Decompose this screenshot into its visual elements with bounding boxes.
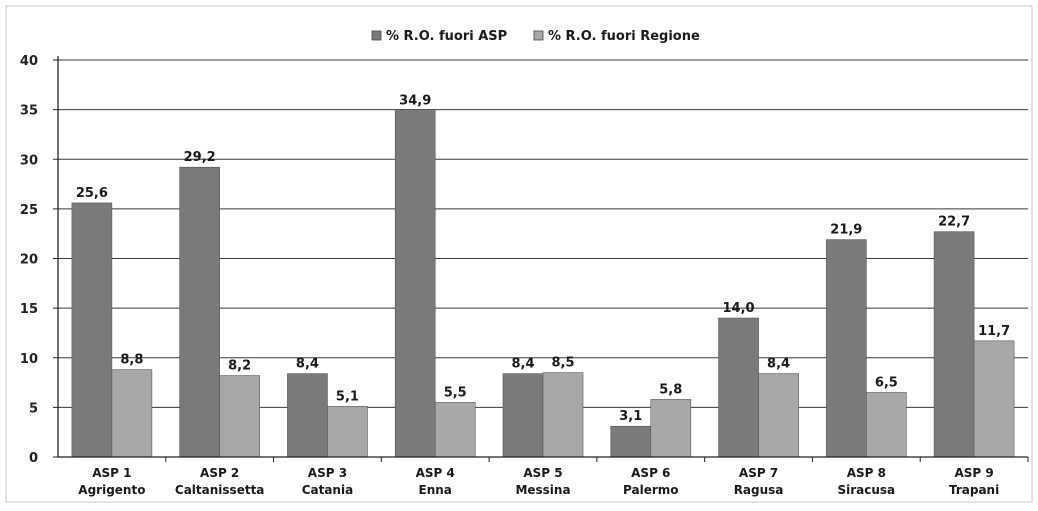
bar-fuori-asp — [826, 239, 867, 458]
x-tick-label: ASP 1 — [92, 466, 131, 480]
bar-fuori-asp — [933, 231, 975, 458]
bar-fuori-regione — [111, 369, 153, 458]
bar-fuori-regione — [434, 402, 476, 458]
data-label: 29,2 — [184, 150, 216, 165]
y-tick-label: 10 — [20, 352, 38, 367]
data-label: 34,9 — [399, 94, 431, 109]
bar-fuori-asp — [502, 373, 544, 458]
data-labels: 25,6 8,8 29,2 8,2 8,4 5,1 34,9 5,5 8,4 8,5 3,1 5,8 1… — [76, 94, 1010, 425]
y-axis: 0 5 10 15 20 25 30 35 40 — [20, 54, 59, 466]
x-tick-label: ASP 4 — [416, 466, 455, 480]
y-tick-label: 35 — [20, 104, 38, 119]
bars — [71, 110, 1015, 458]
y-tick-label: 25 — [20, 203, 38, 218]
x-tick-label: ASP 6 — [631, 466, 670, 480]
bar-fuori-regione — [327, 406, 368, 458]
data-label: 8,4 — [767, 357, 790, 372]
x-tick-label: Agrigento — [78, 483, 145, 497]
legend: % R.O. fuori ASP % R.O. fuori Regione — [371, 29, 700, 44]
data-label: 5,5 — [444, 385, 467, 400]
data-label: 8,5 — [551, 356, 574, 371]
legend-label: % R.O. fuori Regione — [548, 29, 700, 44]
x-tick-label: Trapani — [949, 483, 999, 497]
x-tick-label: ASP 3 — [308, 466, 347, 480]
bar-fuori-regione — [973, 340, 1015, 458]
x-tick-label: Siracusa — [837, 483, 895, 497]
data-label: 6,5 — [875, 375, 898, 390]
legend-label: % R.O. fuori ASP — [386, 29, 507, 44]
y-tick-label: 30 — [20, 153, 38, 168]
x-axis: ASP 1 Agrigento ASP 2 Caltanissetta ASP 3 Cat… — [58, 456, 1029, 497]
y-tick-label: 0 — [29, 451, 38, 466]
data-label: 8,8 — [120, 353, 143, 368]
x-tick-label: Ragusa — [734, 483, 784, 497]
data-label: 21,9 — [830, 223, 862, 238]
y-tick-label: 40 — [20, 54, 38, 69]
x-tick-label: ASP 7 — [739, 466, 778, 480]
bar-fuori-asp — [287, 373, 328, 458]
y-tick-label: 15 — [20, 302, 38, 317]
data-label: 3,1 — [619, 409, 642, 424]
x-tick-label: Caltanissetta — [175, 483, 265, 497]
x-tick-label: Enna — [419, 483, 452, 497]
x-tick-label: ASP 8 — [847, 466, 886, 480]
y-tick-label: 20 — [20, 253, 38, 268]
x-tick-label: ASP 2 — [200, 466, 239, 480]
bar-fuori-asp — [718, 317, 759, 458]
bar-fuori-regione — [542, 372, 584, 458]
x-tick-label: ASP 9 — [954, 466, 993, 480]
bar-fuori-asp — [610, 425, 652, 458]
bar-fuori-regione — [650, 399, 692, 458]
legend-swatch — [533, 30, 544, 41]
data-label: 8,4 — [511, 357, 534, 372]
bar-fuori-regione — [866, 392, 907, 458]
bar-fuori-asp — [179, 166, 220, 458]
bar-fuori-asp — [394, 110, 436, 458]
x-tick-label: Palermo — [623, 483, 679, 497]
x-tick-label: ASP 5 — [523, 466, 562, 480]
x-tick-label: Catania — [302, 483, 354, 497]
data-label: 14,0 — [723, 301, 755, 316]
data-label: 8,4 — [296, 357, 319, 372]
data-label: 25,6 — [76, 186, 108, 201]
data-label: 8,2 — [228, 359, 251, 374]
data-label: 5,8 — [659, 382, 682, 397]
bar-fuori-asp — [71, 202, 113, 458]
bar-fuori-regione — [758, 373, 799, 458]
legend-swatch — [371, 30, 382, 41]
data-label: 5,1 — [336, 389, 359, 404]
y-tick-label: 5 — [29, 401, 38, 416]
data-label: 22,7 — [938, 215, 970, 230]
x-tick-label: Messina — [515, 483, 570, 497]
bar-fuori-regione — [219, 375, 260, 458]
data-label: 11,7 — [978, 324, 1010, 339]
